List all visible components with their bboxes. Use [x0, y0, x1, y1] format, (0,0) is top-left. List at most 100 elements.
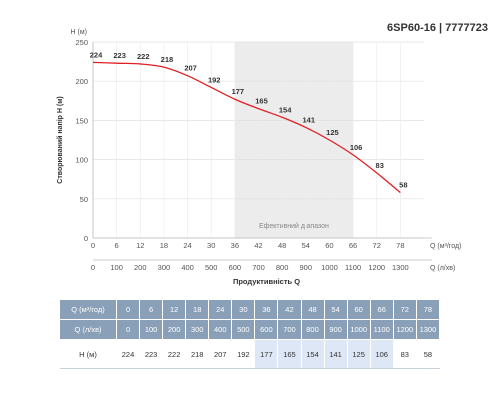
x-tick-label-lmin: 0 — [91, 263, 95, 272]
data-label: 141 — [303, 115, 316, 124]
x-tick-label-lmin: 1100 — [345, 263, 361, 272]
cell-q-m3h: 54 — [324, 300, 348, 320]
y-tick-label: 100 — [75, 156, 88, 165]
x-tick-label-lmin: 900 — [300, 263, 313, 272]
cell-q-m3h: 60 — [347, 300, 371, 320]
row-label-q-lmin: Q (л/хв) — [60, 319, 117, 340]
x-tick-label-lmin: 200 — [134, 263, 147, 272]
cell-q-m3h: 78 — [416, 300, 441, 320]
cell-q-m3h: 18 — [185, 300, 210, 320]
cell-head: 154 — [301, 339, 325, 369]
cell-head: 165 — [277, 339, 302, 369]
cell-q-lmin: 700 — [277, 319, 302, 340]
cell-q-lmin: 0 — [116, 319, 141, 340]
data-label: 58 — [399, 181, 407, 190]
cell-q-lmin: 1000 — [347, 319, 371, 340]
cell-q-lmin: 400 — [208, 319, 233, 340]
cell-head: 223 — [139, 339, 164, 369]
cell-q-m3h: 30 — [231, 300, 256, 320]
cell-head: 222 — [162, 339, 187, 369]
x-tick-label-m3h: 24 — [183, 241, 191, 250]
x-tick-label-m3h: 6 — [115, 241, 119, 250]
data-label: 106 — [350, 143, 363, 152]
x-unit-m3h: Q (м³/год) — [430, 243, 461, 250]
x-tick-label-lmin: 1300 — [392, 263, 409, 272]
data-label: 177 — [232, 87, 245, 96]
cell-q-m3h: 0 — [116, 300, 141, 320]
data-label: 224 — [90, 50, 103, 59]
cell-q-m3h: 24 — [208, 300, 233, 320]
cell-head: 141 — [324, 339, 348, 369]
x-tick-label-m3h: 66 — [349, 241, 357, 250]
data-label: 218 — [161, 55, 174, 64]
row-label-head: Н (м) — [60, 339, 117, 369]
cell-q-lmin: 1100 — [370, 319, 394, 340]
cell-q-m3h: 72 — [393, 300, 417, 320]
x-tick-label-lmin: 500 — [205, 263, 218, 272]
y-tick-label: 200 — [75, 77, 88, 86]
y-tick-label: 0 — [84, 234, 88, 243]
x-tick-label-lmin: 600 — [229, 263, 242, 272]
cell-q-lmin: 1200 — [393, 319, 417, 340]
cell-head: 192 — [231, 339, 256, 369]
x-tick-label-lmin: 800 — [276, 263, 289, 272]
x-tick-label-m3h: 48 — [278, 241, 286, 250]
x-tick-label-lmin: 1000 — [321, 263, 338, 272]
x-tick-label-lmin: 700 — [252, 263, 265, 272]
x-tick-label-m3h: 0 — [91, 241, 95, 250]
efficient-range-label: Ефективний діапазон — [259, 222, 329, 230]
data-label: 154 — [279, 105, 292, 114]
cell-q-m3h: 6 — [139, 300, 164, 320]
data-label: 222 — [137, 52, 150, 61]
data-label: 125 — [326, 128, 339, 137]
cell-head: 218 — [185, 339, 210, 369]
head-curve-line — [92, 61, 401, 194]
y-tick-label: 250 — [75, 38, 88, 47]
data-label: 83 — [376, 161, 384, 170]
x-unit-lmin: Q (л/хв) — [430, 265, 455, 272]
data-label: 165 — [255, 97, 268, 106]
x-tick-label-lmin: 400 — [181, 263, 194, 272]
x-tick-label-lmin: 300 — [158, 263, 171, 272]
data-label: 223 — [113, 51, 126, 60]
cell-head: 207 — [208, 339, 233, 369]
efficient-range-band — [234, 42, 354, 238]
x-tick-label-m3h: 78 — [396, 241, 404, 250]
cell-head: 83 — [393, 339, 417, 369]
cell-head: 58 — [416, 339, 441, 369]
x-tick-label-m3h: 18 — [160, 241, 168, 250]
cell-q-lmin: 1300 — [416, 319, 441, 340]
row-label-q-m3h: Q (м³/год) — [60, 300, 117, 320]
cell-head: 106 — [370, 339, 394, 369]
x-tick-label-lmin: 1200 — [368, 263, 385, 272]
x-tick-label-m3h: 54 — [302, 241, 310, 250]
cell-q-lmin: 100 — [139, 319, 164, 340]
cell-q-m3h: 36 — [254, 300, 279, 320]
cell-q-lmin: 900 — [324, 319, 348, 340]
x-tick-label-m3h: 36 — [231, 241, 239, 250]
x-axis-title: Продуктивність Q — [233, 277, 300, 286]
y-axis-title: Створюваний напір Н (м) — [56, 96, 64, 183]
x-tick-label-m3h: 60 — [325, 241, 333, 250]
data-label: 207 — [184, 64, 197, 73]
cell-q-lmin: 800 — [301, 319, 325, 340]
cell-q-lmin: 200 — [162, 319, 187, 340]
x-tick-label-m3h: 30 — [207, 241, 215, 250]
pump-curve-chart: Ефективний діапазон 0 50 100 150 200 250 Н (м)… — [56, 29, 461, 286]
y-tick-label: 50 — [80, 195, 88, 204]
cell-q-m3h: 42 — [277, 300, 302, 320]
y-tick-label: 150 — [75, 116, 88, 125]
cell-head: 177 — [254, 339, 279, 369]
cell-q-lmin: 500 — [231, 319, 256, 340]
cell-head: 224 — [116, 339, 141, 369]
performance-table: Q (м³/год) 0 6 12 18 24 30 36 42 48 54 60 66 72 78 Q (… — [60, 300, 441, 369]
data-label: 192 — [208, 75, 221, 84]
x-tick-label-lmin: 100 — [110, 263, 123, 272]
y-unit-label: Н (м) — [71, 29, 87, 36]
cell-q-m3h: 48 — [301, 300, 325, 320]
cell-q-m3h: 66 — [370, 300, 394, 320]
cell-q-lmin: 600 — [254, 319, 279, 340]
cell-q-m3h: 12 — [162, 300, 187, 320]
x-tick-label-m3h: 42 — [254, 241, 262, 250]
cell-head: 125 — [347, 339, 371, 369]
